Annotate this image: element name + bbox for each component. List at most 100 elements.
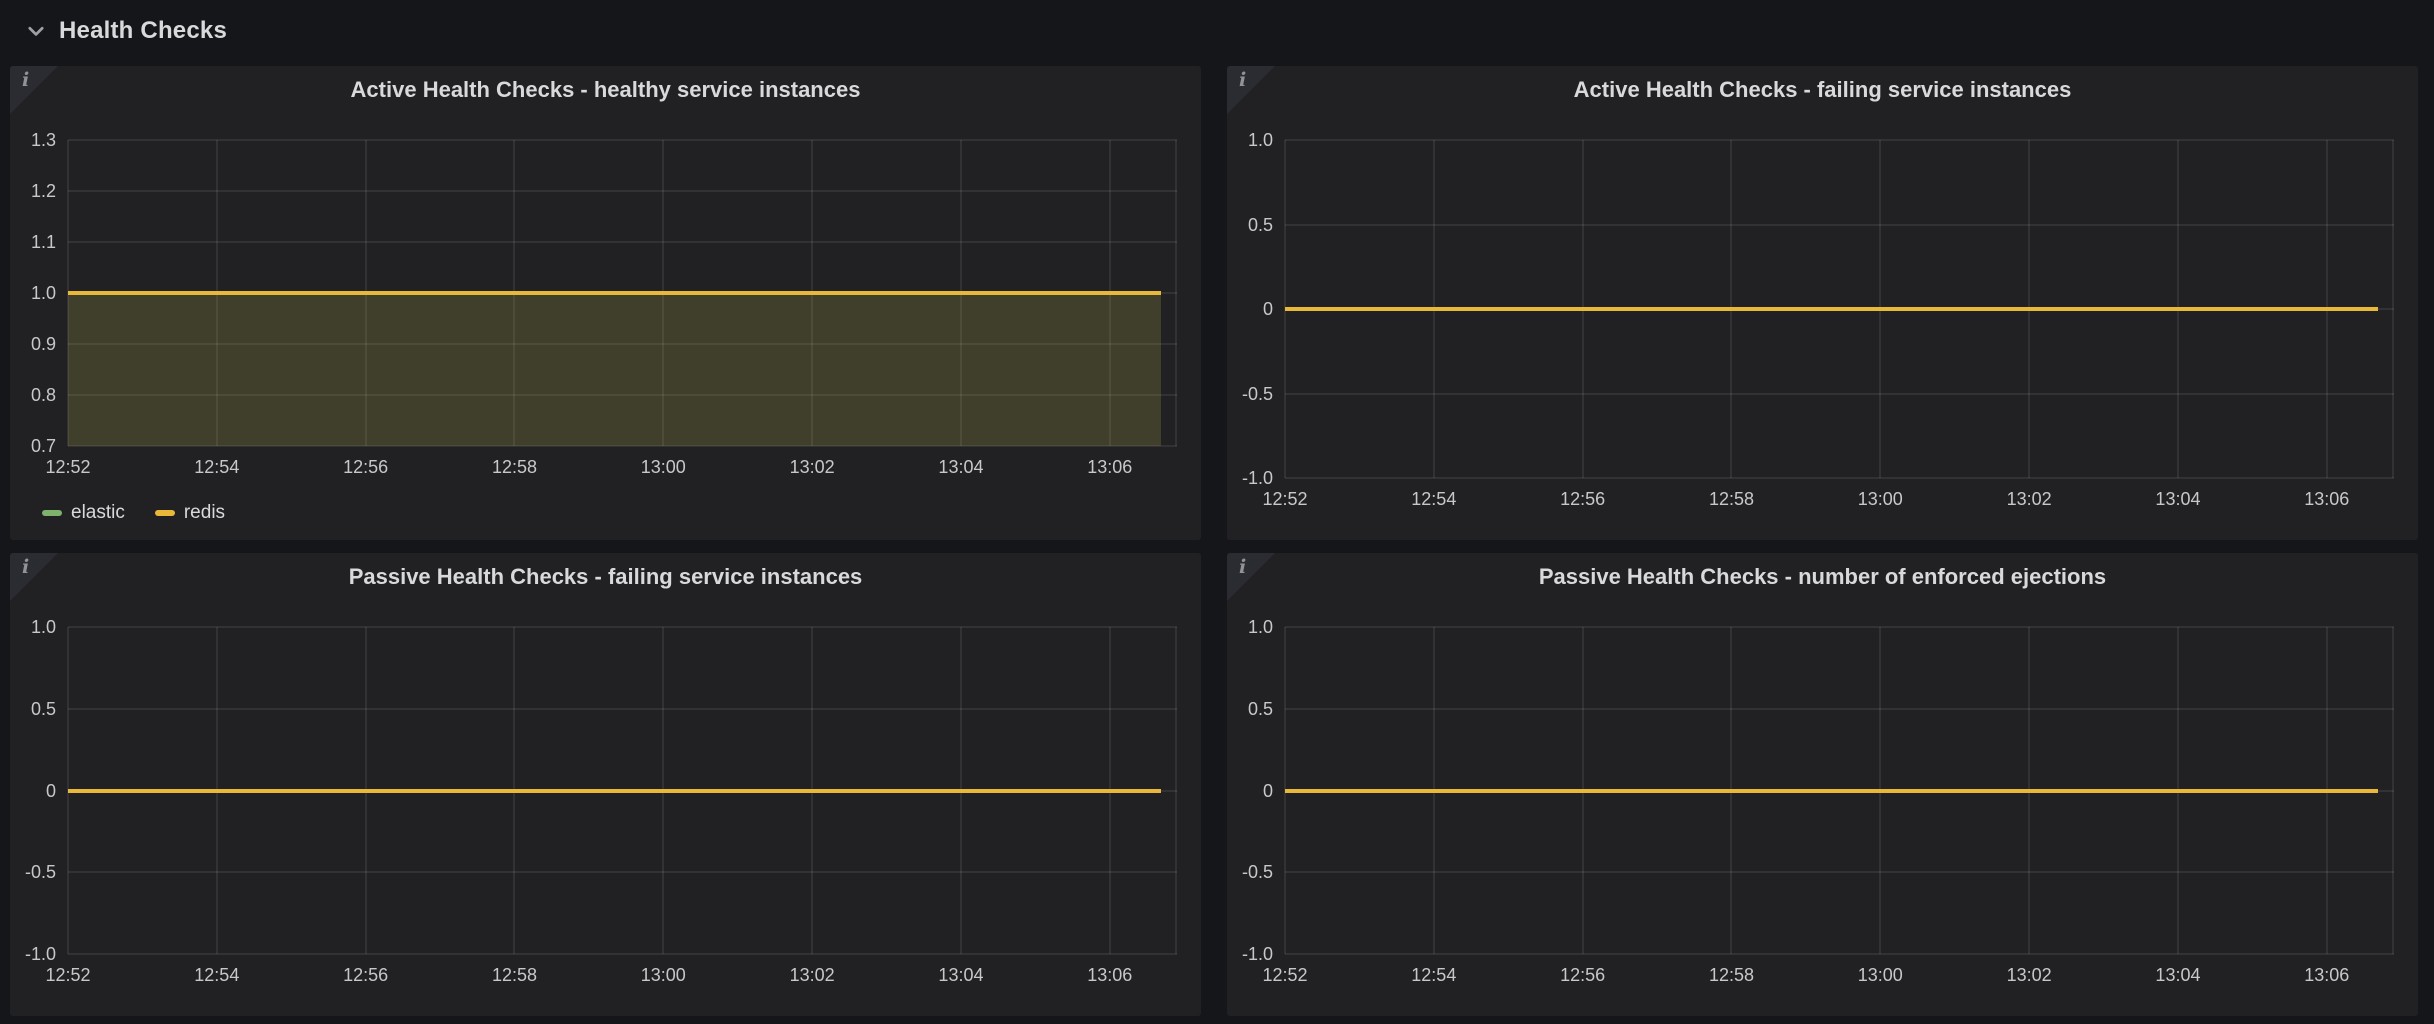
panel-info-corner[interactable] (1227, 553, 1275, 601)
x-tick-label: 12:52 (1262, 966, 1307, 984)
y-gridline (68, 708, 1177, 710)
y-tick-label: 0.7 (12, 437, 56, 455)
graph-canvas[interactable]: 1.00.50-0.5-1.012:5212:5412:5612:5813:00… (68, 627, 1177, 954)
y-tick-label: 0.5 (1229, 216, 1273, 234)
panel-active-failing-instances: i Active Health Checks - failing service… (1227, 66, 2418, 540)
x-tick-label: 13:04 (2155, 966, 2200, 984)
plot-right-edge-gridline (1175, 627, 1177, 954)
x-tick-label: 13:02 (790, 966, 835, 984)
panel-active-healthy-instances: i Active Health Checks - healthy service… (10, 66, 1201, 540)
x-tick-label: 12:52 (1262, 490, 1307, 508)
x-tick-label: 13:00 (1858, 490, 1903, 508)
series-line (68, 291, 1161, 295)
y-tick-label: 0.5 (1229, 700, 1273, 718)
y-tick-label: 0.5 (12, 700, 56, 718)
x-tick-label: 12:56 (1560, 490, 1605, 508)
y-tick-label: -0.5 (1229, 863, 1273, 881)
y-gridline (68, 139, 1177, 141)
panel-title[interactable]: Passive Health Checks - number of enforc… (1297, 564, 2348, 590)
legend-label: elastic (71, 502, 125, 524)
series-line (1285, 789, 2378, 793)
legend-item-redis[interactable]: redis (155, 502, 225, 524)
x-tick-label: 13:02 (2007, 490, 2052, 508)
x-tick-label: 12:58 (492, 458, 537, 476)
y-gridline (1285, 224, 2394, 226)
y-tick-label: -1.0 (12, 945, 56, 963)
y-tick-label: 0 (1229, 782, 1273, 800)
x-tick-label: 12:54 (194, 966, 239, 984)
x-tick-label: 13:06 (1087, 966, 1132, 984)
x-tick-label: 12:52 (45, 458, 90, 476)
plot-right-edge-gridline (1175, 140, 1177, 446)
x-tick-label: 12:54 (194, 458, 239, 476)
panel-title[interactable]: Active Health Checks - healthy service i… (80, 77, 1131, 103)
y-gridline (1285, 477, 2394, 479)
x-tick-label: 13:00 (1858, 966, 1903, 984)
graph-canvas[interactable]: 1.00.50-0.5-1.012:5212:5412:5612:5813:00… (1285, 627, 2394, 954)
section-title: Health Checks (59, 17, 227, 45)
x-tick-label: 12:56 (343, 966, 388, 984)
y-tick-label: 1.0 (1229, 618, 1273, 636)
graph-canvas[interactable]: 1.00.50-0.5-1.012:5212:5412:5612:5813:00… (1285, 140, 2394, 478)
x-tick-label: 12:58 (1709, 490, 1754, 508)
panel-title[interactable]: Passive Health Checks - failing service … (80, 564, 1131, 590)
section-header-health-checks[interactable]: Health Checks (0, 0, 227, 62)
x-tick-label: 12:52 (45, 966, 90, 984)
legend-item-elastic[interactable]: elastic (42, 502, 125, 524)
y-tick-label: 1.2 (12, 182, 56, 200)
y-tick-label: 1.0 (12, 284, 56, 302)
y-tick-label: 1.1 (12, 233, 56, 251)
series-line (68, 789, 1161, 793)
legend-label: redis (184, 502, 225, 524)
x-tick-label: 13:02 (790, 458, 835, 476)
series-line (1285, 307, 2378, 311)
y-tick-label: -1.0 (1229, 469, 1273, 487)
legend-swatch (155, 510, 175, 516)
plot-right-edge-gridline (2392, 627, 2394, 954)
y-tick-label: -1.0 (1229, 945, 1273, 963)
y-tick-label: 0.8 (12, 386, 56, 404)
x-tick-label: 13:04 (938, 966, 983, 984)
y-tick-label: 0 (1229, 300, 1273, 318)
x-tick-label: 13:02 (2007, 966, 2052, 984)
panel-info-corner[interactable] (10, 553, 58, 601)
y-gridline (68, 871, 1177, 873)
graph-canvas[interactable]: 1.31.21.11.00.90.80.712:5212:5412:5612:5… (68, 140, 1177, 446)
x-tick-label: 13:04 (938, 458, 983, 476)
dashboard-grid: i Active Health Checks - healthy service… (10, 66, 2418, 1016)
series-fill (68, 293, 1161, 446)
x-tick-label: 12:54 (1411, 966, 1456, 984)
y-gridline (1285, 871, 2394, 873)
panel-title[interactable]: Active Health Checks - failing service i… (1297, 77, 2348, 103)
y-gridline (1285, 953, 2394, 955)
chevron-down-icon (25, 20, 47, 42)
panel-info-corner[interactable] (10, 66, 58, 114)
x-tick-label: 13:00 (641, 966, 686, 984)
x-tick-label: 12:56 (343, 458, 388, 476)
x-tick-label: 13:06 (1087, 458, 1132, 476)
y-gridline (68, 953, 1177, 955)
panel-info-corner[interactable] (1227, 66, 1275, 114)
plot-right-edge-gridline (2392, 140, 2394, 478)
y-tick-label: -0.5 (1229, 385, 1273, 403)
y-gridline (1285, 393, 2394, 395)
x-tick-label: 12:58 (1709, 966, 1754, 984)
series-fill-overlay (68, 293, 1161, 446)
x-tick-label: 13:04 (2155, 490, 2200, 508)
x-tick-label: 13:00 (641, 458, 686, 476)
panel-passive-enforced-ejections: i Passive Health Checks - number of enfo… (1227, 553, 2418, 1016)
y-gridline (1285, 139, 2394, 141)
y-tick-label: 1.3 (12, 131, 56, 149)
y-gridline (1285, 708, 2394, 710)
y-tick-label: 0.9 (12, 335, 56, 353)
y-tick-label: -0.5 (12, 863, 56, 881)
y-tick-label: 1.0 (1229, 131, 1273, 149)
y-gridline (68, 626, 1177, 628)
x-tick-label: 12:56 (1560, 966, 1605, 984)
y-tick-label: 1.0 (12, 618, 56, 636)
graph-legend: elastic redis (42, 502, 225, 524)
legend-swatch (42, 510, 62, 516)
x-tick-label: 13:06 (2304, 490, 2349, 508)
panel-passive-failing-instances: i Passive Health Checks - failing servic… (10, 553, 1201, 1016)
y-gridline (1285, 626, 2394, 628)
